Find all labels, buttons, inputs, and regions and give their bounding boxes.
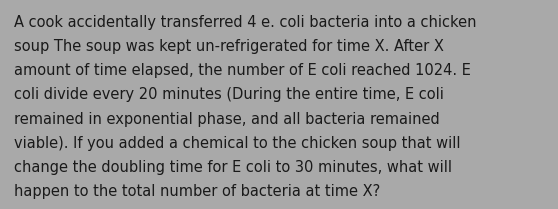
Text: coli divide every 20 minutes (During the entire time, E coli: coli divide every 20 minutes (During the… [14, 87, 444, 102]
Text: remained in exponential phase, and all bacteria remained: remained in exponential phase, and all b… [14, 112, 440, 127]
Text: A cook accidentally transferred 4 e. coli bacteria into a chicken: A cook accidentally transferred 4 e. col… [14, 15, 477, 30]
Text: soup The soup was kept un-refrigerated for time X. After X: soup The soup was kept un-refrigerated f… [14, 39, 444, 54]
Text: amount of time elapsed, the number of E coli reached 1024. E: amount of time elapsed, the number of E … [14, 63, 471, 78]
Text: happen to the total number of bacteria at time X?: happen to the total number of bacteria a… [14, 184, 380, 199]
Text: viable). If you added a chemical to the chicken soup that will: viable). If you added a chemical to the … [14, 136, 460, 151]
Text: change the doubling time for E coli to 30 minutes, what will: change the doubling time for E coli to 3… [14, 160, 452, 175]
